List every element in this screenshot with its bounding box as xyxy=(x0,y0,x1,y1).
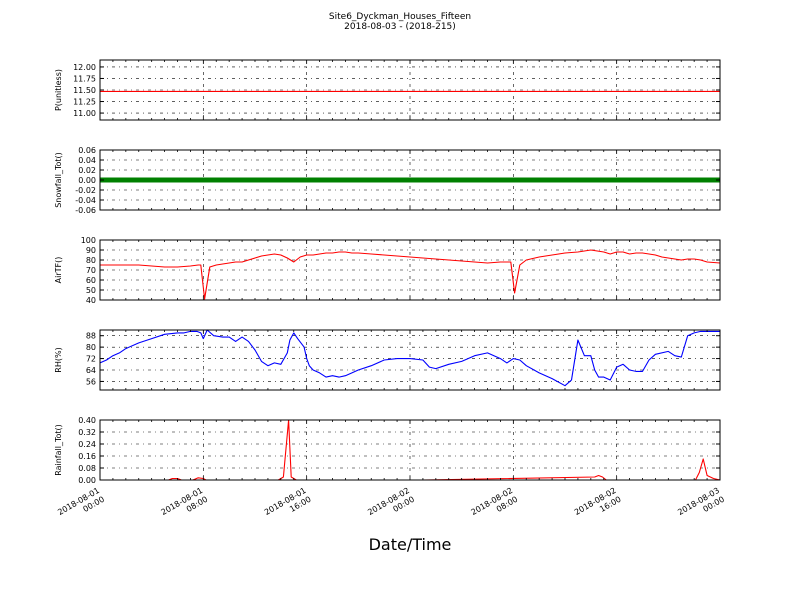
figure-title: Site6_Dyckman_Houses_Fifteen xyxy=(329,12,471,22)
y-tick-label: -0.02 xyxy=(75,186,96,195)
y-tick-label: 70 xyxy=(86,266,96,275)
x-axis-label: Date/Time xyxy=(369,535,452,554)
y-tick-label: 60 xyxy=(86,276,96,285)
y-tick-label: 90 xyxy=(86,246,96,255)
x-tick-label: 2018-08-0200:00 xyxy=(366,486,416,526)
y-tick-label: 11.75 xyxy=(73,74,96,83)
y-tick-label: 64 xyxy=(86,366,96,375)
y-tick-label: 72 xyxy=(86,355,96,364)
y-axis-label: Rainfall_Tot() xyxy=(54,424,63,476)
y-tick-label: 0.04 xyxy=(78,156,96,165)
y-tick-label: 11.25 xyxy=(73,98,96,107)
y-tick-label: 0.02 xyxy=(78,166,96,175)
y-tick-label: 40 xyxy=(86,296,96,305)
y-tick-label: 100 xyxy=(81,236,96,245)
x-tick-label: 2018-08-0100:00 xyxy=(56,486,106,526)
y-tick-label: 0.00 xyxy=(78,476,96,485)
y-tick-label: 80 xyxy=(86,256,96,265)
subplot-2: -0.06-0.04-0.020.000.020.040.06 Snowfall_… xyxy=(54,146,721,215)
subplot-5: 0.00 0.08 0.16 0.24 0.32 0.40 Rainfall_Tot() xyxy=(54,416,721,485)
y-tick-label: 80 xyxy=(86,343,96,352)
y-axis-label: Snowfall_Tot() xyxy=(54,152,63,208)
y-axis-label: P(unitless) xyxy=(54,69,63,111)
y-tick-label: 0.40 xyxy=(78,416,96,425)
y-tick-label: 0.00 xyxy=(78,176,96,185)
subplot-4: 56 64 72 80 88 RH(%) xyxy=(54,329,721,391)
y-tick-label: 88 xyxy=(86,332,96,341)
y-tick-label: 0.32 xyxy=(78,428,96,437)
y-tick-label: 50 xyxy=(86,286,96,295)
figure-subtitle: 2018-08-03 - (2018-215) xyxy=(344,22,456,32)
subplot-1: 11.00 11.25 11.50 11.75 12.00 P(unitless) xyxy=(54,59,721,121)
x-tick-label: 2018-08-0216:00 xyxy=(573,486,623,526)
y-tick-label: -0.06 xyxy=(75,206,96,215)
y-axis-label: AirTF() xyxy=(54,257,63,284)
x-tick-label: 2018-08-0300:00 xyxy=(676,486,726,526)
subplot-stack: 11.00 11.25 11.50 11.75 12.00 P(unitless) -0.0… xyxy=(54,59,721,485)
series-line xyxy=(99,329,720,387)
x-tick-labels: 2018-08-0100:00 2018-08-0108:00 2018-08-01… xyxy=(56,486,726,526)
x-tick-label: 2018-08-0116:00 xyxy=(263,486,313,526)
y-tick-label: 11.00 xyxy=(73,109,96,118)
y-tick-label: 0.16 xyxy=(78,452,96,461)
y-axis-label: RH(%) xyxy=(54,347,63,372)
y-tick-label: 0.24 xyxy=(78,440,96,449)
x-tick-label: 2018-08-0108:00 xyxy=(160,486,210,526)
y-tick-label: 0.06 xyxy=(78,146,96,155)
x-tick-label: 2018-08-0208:00 xyxy=(470,486,520,526)
y-tick-label: 11.50 xyxy=(73,86,96,95)
y-tick-label: 56 xyxy=(86,377,96,386)
y-tick-label: 0.08 xyxy=(78,464,96,473)
y-tick-label: -0.04 xyxy=(75,196,96,205)
y-tick-label: 12.00 xyxy=(73,63,96,72)
series-line xyxy=(100,249,721,300)
